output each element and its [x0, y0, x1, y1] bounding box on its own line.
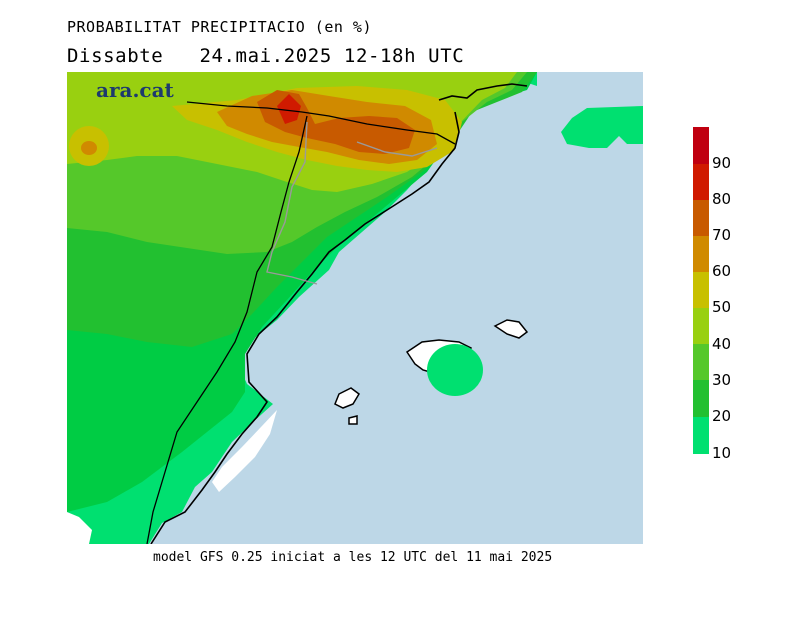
legend-label-20: 20 — [712, 407, 732, 425]
legend-swatch-20 — [693, 417, 709, 454]
legend-label-80: 80 — [712, 190, 732, 208]
legend-label-30: 30 — [712, 371, 732, 389]
coastal-strip — [212, 410, 277, 492]
precipitation-map — [67, 72, 643, 544]
legend-label-50: 50 — [712, 298, 732, 316]
island-mallorca-rain — [427, 344, 483, 396]
island-formentera — [348, 415, 358, 425]
subtitle-day: Dissabte — [67, 45, 164, 67]
legend-label-60: 60 — [712, 262, 732, 280]
legend-swatch-top — [693, 127, 709, 164]
legend-swatch-70 — [693, 236, 709, 272]
legend-label-10: 10 — [712, 444, 732, 462]
legend-swatch-80 — [693, 200, 709, 236]
legend-swatch-40 — [693, 344, 709, 380]
contour-90 — [277, 94, 301, 124]
aracat-logo: ara.cat — [96, 78, 174, 102]
legend-swatch-30 — [693, 380, 709, 417]
legend-label-40: 40 — [712, 335, 732, 353]
contour-70-west — [81, 141, 97, 155]
model-footer: model GFS 0.25 iniciat a les 12 UTC del … — [153, 550, 553, 565]
land-island-top-right — [561, 106, 643, 148]
border-line — [146, 101, 456, 544]
legend-label-90: 90 — [712, 154, 732, 172]
land-no-data — [67, 512, 92, 544]
island-menorca — [493, 319, 529, 339]
legend-swatch-90 — [693, 164, 709, 200]
island-ibiza — [334, 387, 360, 409]
coastline — [150, 83, 528, 544]
legend-swatch-50 — [693, 308, 709, 344]
map-subtitle: Dissabte 24.mai.2025 12-18h UTC — [67, 45, 464, 67]
map-title: PROBABILITAT PRECIPITACIO (en %) — [67, 18, 372, 36]
legend-colorbar — [693, 127, 709, 454]
border-regional — [266, 121, 438, 285]
legend-label-70: 70 — [712, 226, 732, 244]
legend-swatch-60 — [693, 272, 709, 308]
subtitle-date: 24.mai.2025 12-18h UTC — [199, 45, 465, 67]
